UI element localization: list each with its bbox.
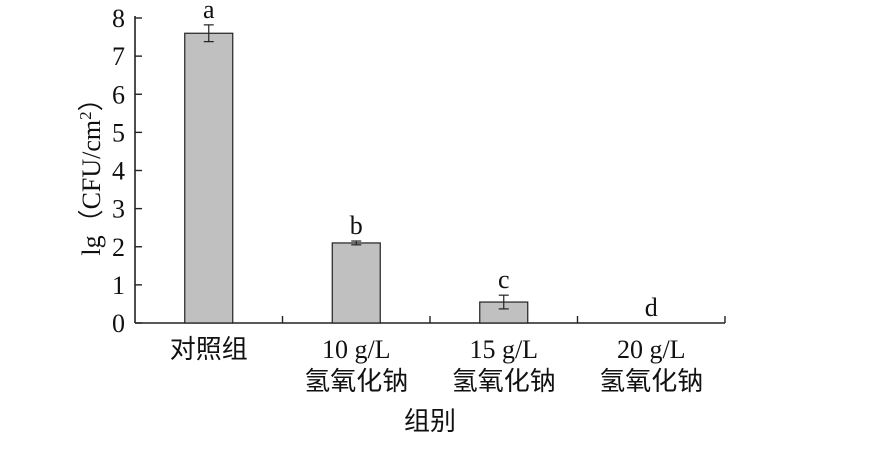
y-axis-title-prefix: lg（CFU/cm [77, 120, 106, 256]
y-axis-title-suffix: ） [77, 85, 106, 111]
x-axis-title: 组别 [404, 407, 456, 436]
category-labels: 对照组 10 g/L 氢氧化钠 15 g/L 氢氧化钠 20 g/L 氢氧化钠 [170, 335, 704, 396]
category-label-line: 20 g/L [617, 335, 686, 364]
category-label-line: 氢氧化钠 [304, 367, 408, 396]
bar [184, 32, 234, 324]
y-tick-label: 8 [112, 4, 125, 33]
bars: a b c d [184, 0, 658, 324]
y-tick-label: 2 [112, 233, 125, 262]
significance-label: b [350, 211, 363, 240]
category-label-line: 氢氧化钠 [452, 367, 556, 396]
category-label-line: 10 g/L [322, 335, 391, 364]
category-label-line: 15 g/L [469, 335, 538, 364]
category-label: 10 g/L 氢氧化钠 [304, 335, 408, 396]
significance-label: c [498, 265, 510, 294]
y-axis-title-sup: 2 [76, 111, 95, 120]
y-tick-label: 6 [112, 80, 125, 109]
category-label-line: 对照组 [170, 335, 248, 364]
y-tick-label: 0 [112, 309, 125, 338]
y-ticks: 0 1 2 3 4 5 6 7 8 [112, 4, 726, 338]
y-tick-label: 7 [112, 42, 125, 71]
y-tick-label: 4 [112, 157, 125, 186]
category-label-line: 氢氧化钠 [599, 367, 703, 396]
y-tick-label: 3 [112, 195, 125, 224]
y-tick-label: 1 [112, 271, 125, 300]
significance-label: d [645, 293, 658, 322]
bar [331, 242, 381, 324]
y-tick-label: 5 [112, 118, 125, 147]
category-label: 15 g/L 氢氧化钠 [452, 335, 556, 396]
category-label: 20 g/L 氢氧化钠 [599, 335, 703, 396]
category-label: 对照组 [170, 335, 248, 364]
significance-label: a [203, 0, 215, 24]
y-axis-title: lg（CFU/cm2） [76, 85, 107, 255]
